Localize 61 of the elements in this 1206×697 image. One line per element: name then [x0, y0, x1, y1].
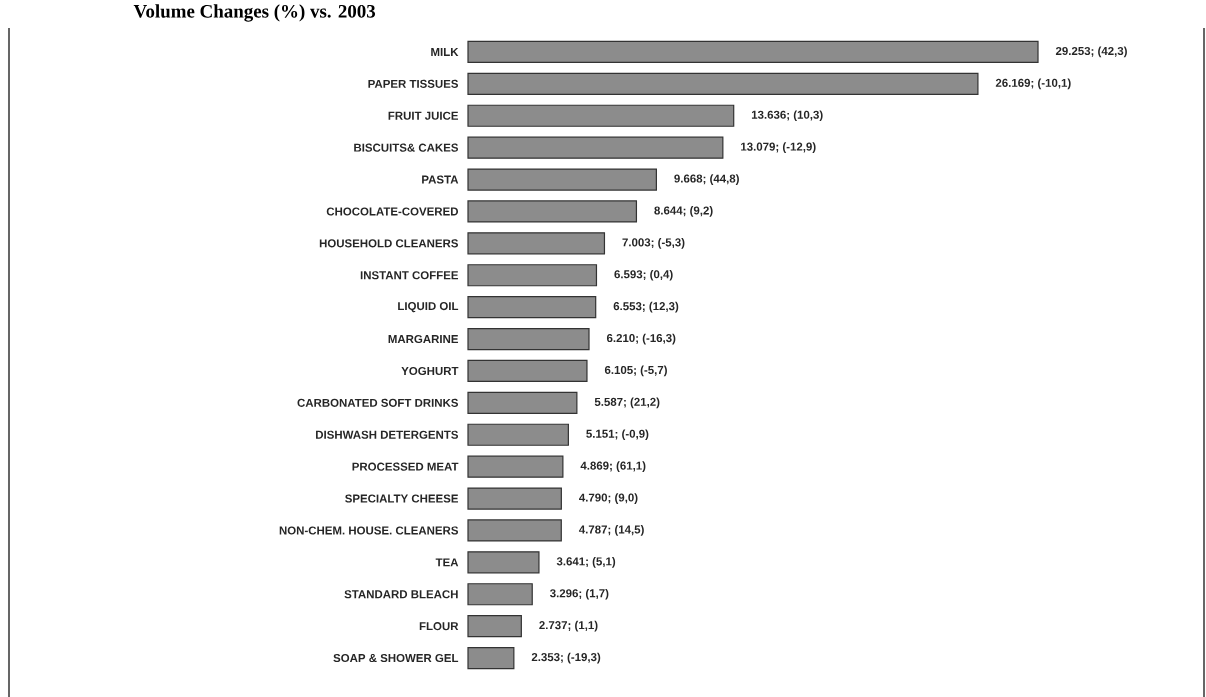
data-label: 2.737; (1,1)	[539, 620, 598, 632]
bar	[467, 327, 590, 351]
y-tick-label: SPECIALTY CHEESE	[345, 494, 459, 503]
data-label: 13.079; (-12,9)	[741, 142, 816, 153]
bar	[467, 232, 606, 255]
data-label: 6.210; (-16,3)	[606, 333, 676, 345]
data-label: 6.105; (-5,7)	[604, 365, 667, 377]
y-tick-label: FLOUR	[419, 622, 459, 631]
y-tick-label: NON-CHEM. HOUSE. CLEANERS	[279, 526, 459, 535]
data-label: 29.253; (42,3)	[1055, 46, 1127, 58]
data-label: 7.003; (-5,3)	[622, 238, 685, 249]
bar	[467, 551, 540, 574]
data-label: 3.641; (5,1)	[556, 557, 616, 568]
bar	[467, 646, 515, 670]
bar	[467, 104, 735, 127]
bar	[467, 200, 638, 223]
y-tick-label: BISCUITS& CAKES	[354, 143, 459, 152]
bar	[467, 615, 522, 638]
data-label: 26.169; (-10,1)	[995, 78, 1071, 90]
bar	[467, 40, 1039, 64]
bar	[467, 455, 564, 478]
bar	[467, 168, 657, 191]
y-tick-label: INSTANT COFFEE	[360, 271, 459, 280]
y-tick-label: CHOCOLATE-COVERED	[326, 207, 458, 216]
data-label: 4.787; (14,5)	[578, 525, 644, 536]
data-label: 3.296; (1,7)	[550, 588, 609, 600]
bar	[467, 72, 979, 95]
data-label: 4.790; (9,0)	[579, 493, 638, 504]
bar	[467, 487, 562, 510]
y-tick-label: MARGARINE	[388, 335, 459, 344]
y-tick-label: FRUIT JUICE	[388, 111, 459, 120]
text: Volume Changes (%) vs. 2003	[133, 4, 376, 22]
bar	[467, 391, 578, 414]
y-tick-label: PROCESSED MEAT	[352, 462, 459, 471]
y-tick-label: LIQUID OIL	[398, 302, 459, 313]
bar	[467, 359, 588, 383]
y-tick-label: STANDARD BLEACH	[344, 590, 458, 599]
bar	[467, 136, 724, 159]
y-tick-label: PAPER TISSUES	[368, 79, 459, 88]
y-tick-label: PASTA	[422, 175, 459, 184]
bar	[467, 296, 597, 319]
y-tick-label: HOUSEHOLD CLEANERS	[319, 239, 459, 248]
data-label: 6.553; (12,3)	[613, 301, 679, 313]
data-label: 13.636; (10,3)	[751, 110, 823, 122]
bar	[467, 519, 562, 542]
y-tick-label: MILK	[431, 48, 459, 56]
data-label: 5.587; (21,2)	[594, 397, 660, 409]
bar	[467, 423, 569, 446]
y-tick-label: DISHWASH DETERGENTS	[316, 430, 459, 439]
data-label: 9.668; (44,8)	[674, 174, 739, 185]
y-tick-label: YOGHURT	[401, 366, 459, 376]
data-label: 5.151; (-0,9)	[586, 429, 649, 441]
y-tick-label: CARBONATED SOFT DRINKS	[297, 398, 459, 407]
data-label: 6.593; (0,4)	[614, 269, 673, 281]
y-tick-label: TEA	[435, 558, 459, 567]
data-label: 8.644; (9,2)	[654, 206, 713, 217]
bar	[467, 583, 533, 606]
y-tick-label: SOAP & SHOWER GEL	[333, 654, 459, 663]
data-label: 4.869; (61,1)	[580, 461, 646, 472]
data-label: 2.353; (-19,3)	[531, 652, 601, 664]
bar	[467, 264, 598, 287]
